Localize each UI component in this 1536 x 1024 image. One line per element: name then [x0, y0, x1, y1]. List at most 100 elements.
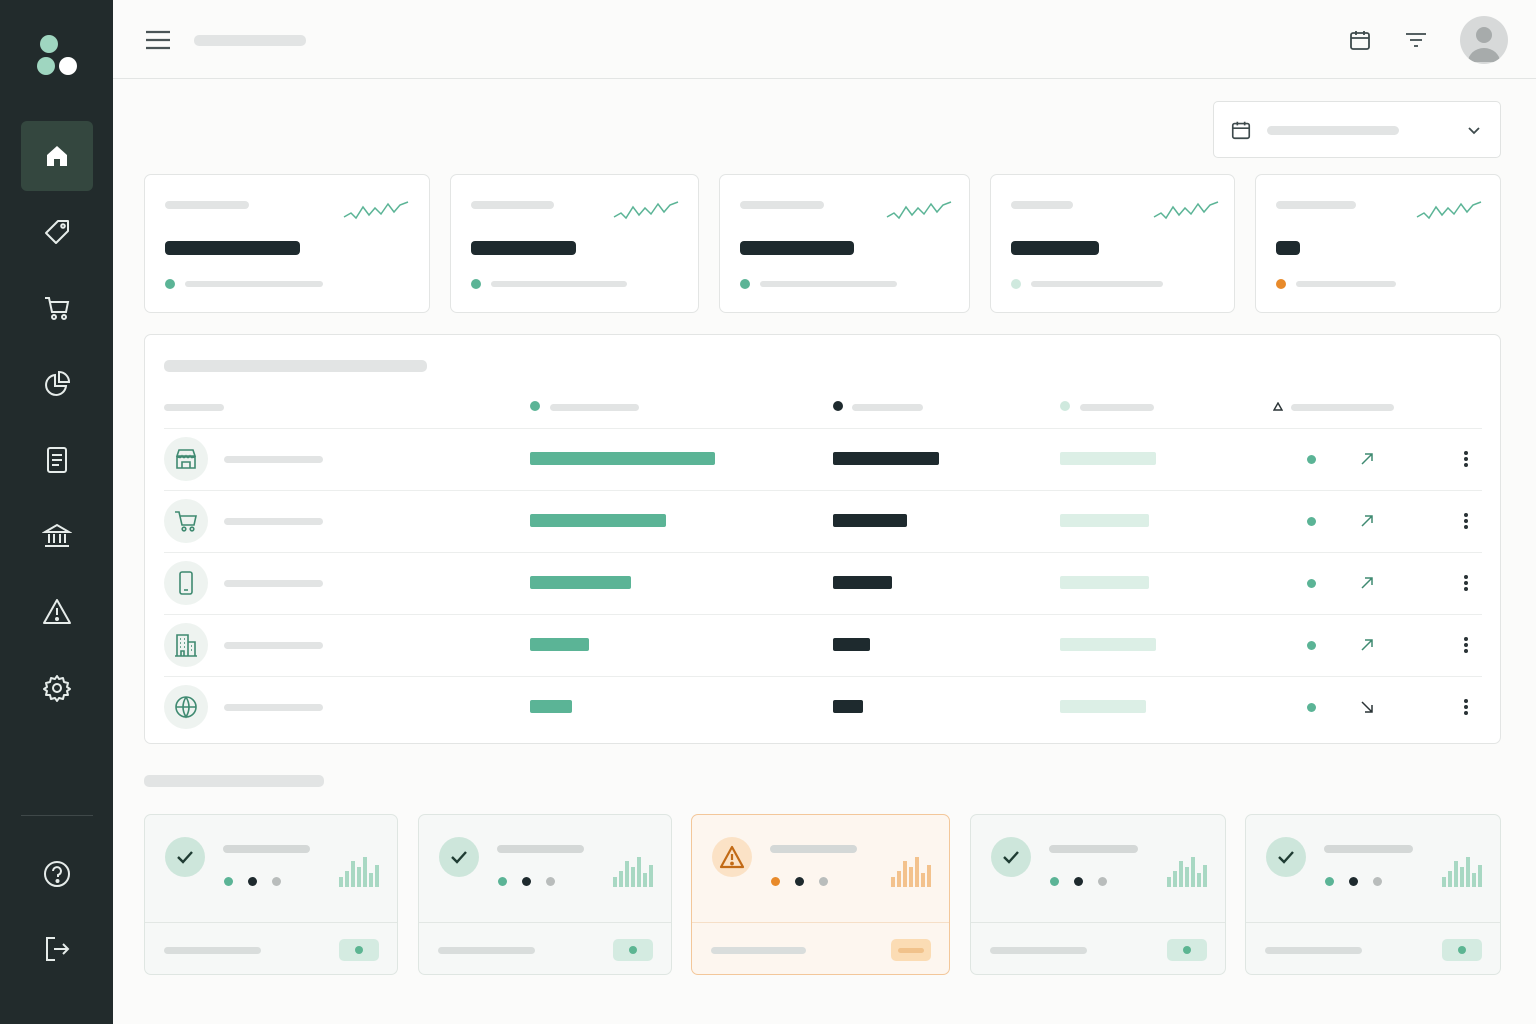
status-badge: [712, 837, 752, 877]
row-status-dot: [1307, 455, 1316, 464]
monitor-card[interactable]: [691, 814, 950, 975]
sidebar-item-logout[interactable]: [21, 914, 93, 984]
cart-icon: [45, 297, 70, 320]
kpi-subtext-placeholder: [185, 281, 323, 287]
column-header-tertiary[interactable]: [1080, 404, 1154, 411]
row-category-icon-wrap: [164, 437, 208, 481]
row-more-menu-icon[interactable]: [1458, 448, 1474, 470]
monitor-footer-placeholder: [990, 947, 1087, 954]
store-icon: [175, 449, 197, 469]
trend-up-icon: [1361, 453, 1373, 465]
sidebar-item-settings[interactable]: [21, 653, 93, 723]
logout-icon: [46, 937, 70, 961]
user-avatar[interactable]: [1460, 16, 1508, 64]
kpi-label-placeholder: [1276, 201, 1356, 209]
column-header-status[interactable]: [1291, 404, 1394, 411]
sidebar-item-tags[interactable]: [21, 197, 93, 267]
indicator-dot: [546, 877, 555, 886]
filter-button[interactable]: [1402, 26, 1430, 54]
kpi-value-placeholder: [471, 241, 576, 255]
table-divider: [164, 614, 1482, 615]
kpi-value-placeholder: [1011, 241, 1099, 255]
date-range-value-placeholder: [1267, 126, 1399, 135]
sidebar-item-banking[interactable]: [21, 501, 93, 571]
sidebar-item-help[interactable]: [21, 839, 93, 909]
indicator-dot: [522, 877, 531, 886]
indicator-dot: [1373, 877, 1382, 886]
row-status-dot: [1307, 517, 1316, 526]
monitor-card[interactable]: [144, 814, 398, 975]
trend-up-icon: [1361, 515, 1373, 527]
sidebar-item-alerts[interactable]: [21, 577, 93, 647]
calendar-button[interactable]: [1346, 26, 1374, 54]
column-header-secondary[interactable]: [852, 404, 923, 411]
sparkline-icon: [343, 201, 409, 220]
kpi-subtext-placeholder: [1031, 281, 1163, 287]
sidebar-item-documents[interactable]: [21, 425, 93, 495]
monitor-card[interactable]: [970, 814, 1226, 975]
check-icon: [177, 851, 193, 864]
kpi-label-placeholder: [471, 201, 554, 209]
row-more-menu-icon[interactable]: [1458, 572, 1474, 594]
kpi-card[interactable]: [990, 174, 1235, 313]
kpi-card[interactable]: [1255, 174, 1501, 313]
row-more-menu-icon[interactable]: [1458, 634, 1474, 656]
card-divider: [971, 922, 1225, 923]
data-table: [144, 334, 1501, 744]
column-header-dot: [1060, 401, 1070, 411]
row-secondary-bar: [833, 514, 907, 527]
indicator-dot: [272, 877, 281, 886]
monitor-status-pill: [1442, 939, 1482, 961]
triangle-icon: [1273, 402, 1283, 411]
row-more-menu-icon[interactable]: [1458, 696, 1474, 718]
menu-icon[interactable]: [144, 27, 172, 53]
row-category-icon-wrap: [164, 623, 208, 667]
monitor-card[interactable]: [418, 814, 672, 975]
monitor-status-pill: [891, 939, 931, 961]
row-category-icon-wrap: [164, 685, 208, 729]
indicator-dot: [819, 877, 828, 886]
mobile-icon: [179, 571, 193, 595]
monitor-title-placeholder: [1049, 845, 1138, 853]
sidebar-item-orders[interactable]: [21, 273, 93, 343]
calendar-icon: [1350, 31, 1370, 50]
mini-bar-chart-icon: [1167, 857, 1207, 887]
top-bar: [113, 0, 1536, 79]
indicator-dot: [1098, 877, 1107, 886]
monitor-card[interactable]: [1245, 814, 1501, 975]
kpi-status-dot: [1276, 279, 1286, 289]
row-name-placeholder: [224, 518, 323, 525]
row-primary-bar: [530, 576, 631, 589]
monitor-title-placeholder: [223, 845, 310, 853]
table-divider: [164, 490, 1482, 491]
kpi-status-dot: [1011, 279, 1021, 289]
kpi-card[interactable]: [719, 174, 970, 313]
column-header-primary[interactable]: [550, 404, 639, 411]
kpi-card[interactable]: [144, 174, 430, 313]
cart-icon: [175, 511, 197, 532]
kpi-card[interactable]: [450, 174, 699, 313]
status-badge: [1266, 837, 1306, 877]
status-badge: [439, 837, 479, 877]
monitor-status-pill: [613, 939, 653, 961]
kpi-status-dot: [165, 279, 175, 289]
indicator-dot: [1325, 877, 1334, 886]
sidebar-item-home[interactable]: [21, 121, 93, 191]
help-icon: [44, 861, 70, 887]
monitor-status-pill: [1167, 939, 1207, 961]
column-header-name[interactable]: [164, 404, 224, 411]
row-primary-bar: [530, 452, 715, 465]
trend-up-icon: [1361, 577, 1373, 589]
sidebar-item-analytics[interactable]: [21, 349, 93, 419]
calendar-icon: [1231, 121, 1251, 140]
row-more-menu-icon[interactable]: [1458, 510, 1474, 532]
kpi-label-placeholder: [1011, 201, 1073, 209]
row-status-dot: [1307, 703, 1316, 712]
kpi-subtext-placeholder: [760, 281, 897, 287]
row-secondary-bar: [833, 700, 863, 713]
kpi-value-placeholder: [165, 241, 300, 255]
indicator-dot: [498, 877, 507, 886]
tag-icon: [45, 220, 69, 244]
date-range-select[interactable]: [1213, 101, 1501, 158]
monitor-footer-placeholder: [1265, 947, 1362, 954]
